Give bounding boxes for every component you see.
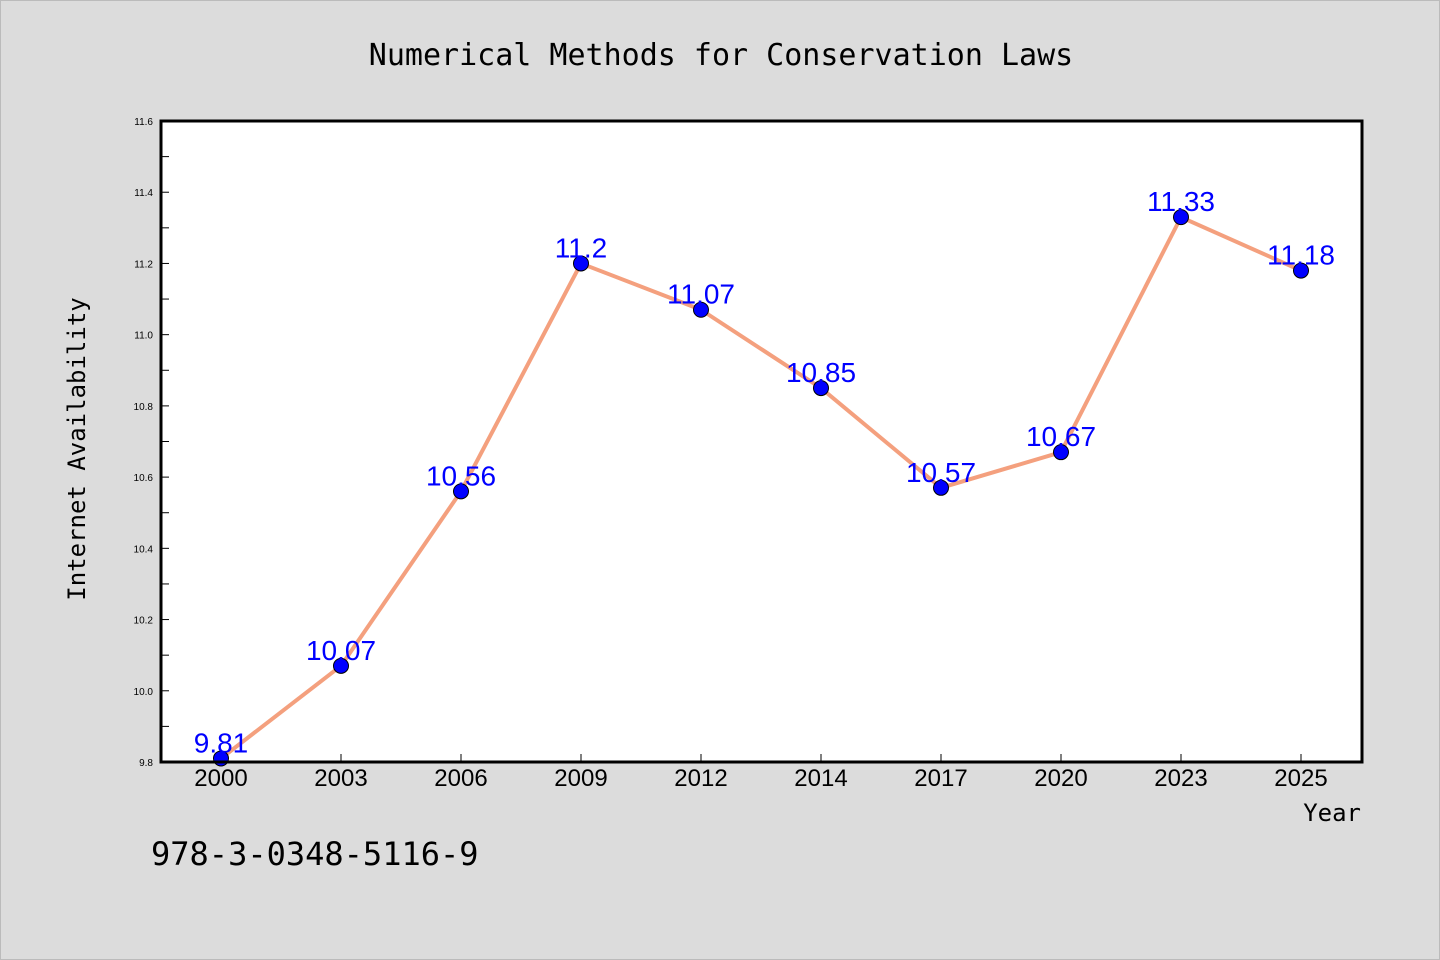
data-point xyxy=(1053,444,1069,461)
data-point xyxy=(813,380,829,397)
y-tick-label: 11.2 xyxy=(134,259,153,270)
y-tick-label: 11.6 xyxy=(134,117,153,128)
series-line xyxy=(219,215,1303,761)
data-point xyxy=(1173,209,1189,226)
y-axis-title: Internet Availability xyxy=(63,297,91,600)
plot-area xyxy=(161,121,1362,762)
y-tick-label: 10.6 xyxy=(134,473,154,484)
y-tick-label: 11.0 xyxy=(134,331,153,342)
plot-frame xyxy=(159,119,1364,764)
data-label: 10.07 xyxy=(306,635,376,666)
data-label-layer: 9.81 10.07 10.56 11.2 11.07 10.85 10.57 10.67 11… xyxy=(194,186,1335,758)
x-axis-ticks: 2000 2003 2006 2009 2012 2014 2017 2020 2023 2025 xyxy=(194,754,1328,792)
data-label: 10.85 xyxy=(786,357,856,388)
data-point xyxy=(573,255,589,272)
x-axis-title: Year xyxy=(1303,799,1361,827)
data-label: 9.81 xyxy=(194,727,249,758)
chart-title: Numerical Methods for Conservation Laws xyxy=(369,38,1073,73)
data-label: 11.33 xyxy=(1147,186,1215,217)
x-tick-label: 2023 xyxy=(1154,765,1207,792)
data-point xyxy=(933,479,949,496)
x-tick-label: 2003 xyxy=(314,765,367,792)
y-tick-label: 10.8 xyxy=(134,402,154,413)
x-tick-label: 2006 xyxy=(434,765,487,792)
y-tick-label: 11.4 xyxy=(134,188,153,199)
data-label: 11.2 xyxy=(555,232,607,263)
y-tick-label: 10.2 xyxy=(134,616,154,627)
x-tick-label: 2014 xyxy=(794,765,847,792)
series-layer xyxy=(213,209,1309,767)
x-tick-label: 2000 xyxy=(194,765,247,792)
isbn-text: 978-3-0348-5116-9 xyxy=(151,835,479,873)
data-point xyxy=(333,657,349,674)
x-tick-label: 2025 xyxy=(1274,765,1327,792)
data-label: 11.07 xyxy=(667,279,735,310)
data-label: 10.67 xyxy=(1026,421,1096,452)
y-tick-label: 10.0 xyxy=(134,687,154,698)
data-point xyxy=(693,301,709,318)
x-tick-label: 2009 xyxy=(554,765,607,792)
data-point xyxy=(453,483,469,500)
y-tick-label: 9.8 xyxy=(139,758,153,769)
data-label: 11.18 xyxy=(1267,240,1335,271)
y-tick-label: 10.4 xyxy=(134,544,154,555)
x-tick-label: 2020 xyxy=(1034,765,1087,792)
data-point xyxy=(1293,262,1309,279)
x-tick-label: 2017 xyxy=(914,765,967,792)
x-tick-label: 2012 xyxy=(674,765,727,792)
data-label: 10.57 xyxy=(906,457,976,488)
data-label: 10.56 xyxy=(426,460,496,491)
